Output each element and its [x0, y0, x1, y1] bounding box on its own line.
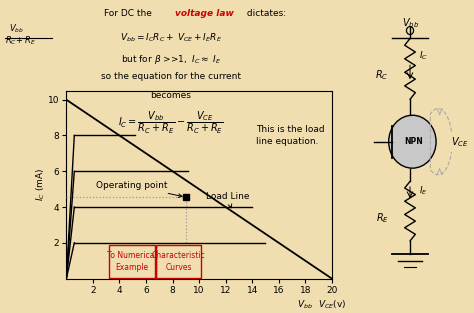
Text: $I_E$: $I_E$ — [419, 184, 428, 197]
Text: $V_{bb}$: $V_{bb}$ — [297, 298, 313, 311]
Text: $V_{bb}$: $V_{bb}$ — [401, 16, 419, 30]
Text: $I_C = \dfrac{V_{bb}}{R_C+R_E} - \dfrac{V_{CE}}{R_C+R_E}$: $I_C = \dfrac{V_{bb}}{R_C+R_E} - \dfrac{… — [118, 110, 223, 136]
Text: For DC the: For DC the — [104, 9, 155, 18]
Text: Characteristic
Curves: Characteristic Curves — [152, 251, 205, 272]
Text: so the equation for the current: so the equation for the current — [100, 72, 241, 81]
Text: To Numerical
Example: To Numerical Example — [107, 251, 157, 272]
Y-axis label: $I_C$ (mA): $I_C$ (mA) — [34, 168, 46, 201]
FancyBboxPatch shape — [156, 245, 201, 278]
Text: $V_{CE}$: $V_{CE}$ — [451, 135, 469, 149]
Text: but for $\beta$ >>1, $\; I_C \approx \; I_E$: but for $\beta$ >>1, $\; I_C \approx \; … — [120, 53, 221, 66]
Text: $R_C$: $R_C$ — [375, 69, 389, 82]
Text: $V_{bb} = I_CR_C + \; V_{CE} + I_E R_E$: $V_{bb} = I_CR_C + \; V_{CE} + I_E R_E$ — [119, 31, 222, 44]
Text: $I_C$: $I_C$ — [419, 49, 428, 62]
Circle shape — [389, 115, 436, 168]
Text: Load Line: Load Line — [206, 192, 249, 208]
Text: $V_{CE}$(v): $V_{CE}$(v) — [318, 298, 346, 311]
FancyBboxPatch shape — [109, 245, 155, 278]
Text: NPN: NPN — [404, 137, 423, 146]
Text: $R_C$$+$ $R_E$: $R_C$$+$ $R_E$ — [5, 35, 36, 47]
Text: $R_E$: $R_E$ — [376, 212, 389, 225]
Text: voltage law: voltage law — [175, 9, 234, 18]
Text: becomes: becomes — [150, 91, 191, 100]
Text: dictates:: dictates: — [244, 9, 286, 18]
Text: Operating point: Operating point — [96, 181, 182, 198]
Text: $V_{bb}$: $V_{bb}$ — [9, 22, 24, 35]
Text: This is the load
line equation.: This is the load line equation. — [256, 125, 325, 146]
